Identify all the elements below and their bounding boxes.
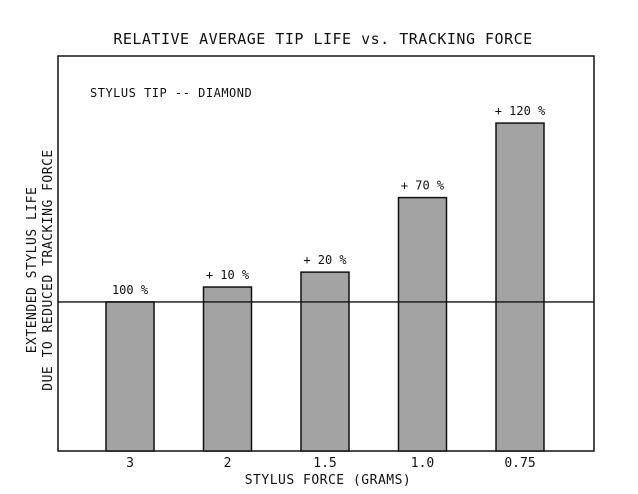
data-label-0-75: + 120 % (495, 104, 546, 118)
bar-3 (105, 301, 155, 452)
bar-2 (202, 286, 253, 452)
annotation-stylus-tip: STYLUS TIP -- DIAMOND (90, 86, 252, 100)
chart-title: RELATIVE AVERAGE TIP LIFE vs. TRACKING F… (113, 30, 532, 48)
x-tick-label-3: 3 (126, 456, 134, 471)
bar-0-75 (495, 122, 545, 452)
x-axis-label: STYLUS FORCE (GRAMS) (245, 473, 412, 488)
bars-group (105, 122, 545, 452)
bar-1-5 (300, 271, 350, 452)
x-tick-label-0-75: 0.75 (504, 456, 535, 471)
x-ticks-group: 3 2 1.5 1.0 0.75 (126, 456, 536, 471)
x-tick-label-1-5: 1.5 (313, 456, 336, 471)
data-labels-group: 100 % + 10 % + 20 % + 70 % + 120 % (112, 104, 546, 297)
data-label-3: 100 % (112, 283, 149, 297)
data-label-1-0: + 70 % (401, 179, 445, 193)
data-label-1-5: + 20 % (303, 253, 347, 267)
x-tick-label-1-0: 1.0 (411, 456, 434, 471)
data-label-2: + 10 % (206, 268, 250, 282)
x-tick-label-2: 2 (224, 456, 232, 471)
y-axis-label-line-1: EXTENDED STYLUS LIFE (25, 187, 40, 354)
y-axis-label-line-2: DUE TO REDUCED TRACKING FORCE (41, 149, 56, 390)
bar-1-0 (397, 196, 448, 452)
